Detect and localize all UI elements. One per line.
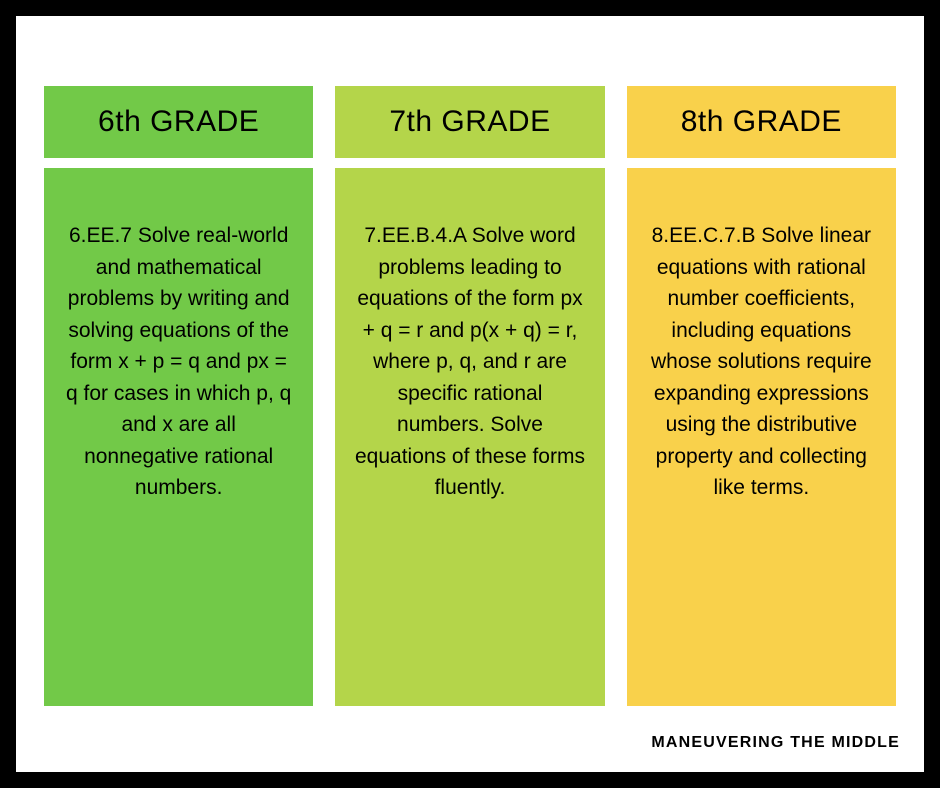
grade-header-8: 8th GRADE [627, 86, 896, 158]
grade-column-7: 7th GRADE 7.EE.B.4.A Solve word problems… [335, 86, 604, 706]
grade-body-8: 8.EE.C.7.B Solve linear equations with r… [627, 168, 896, 706]
grade-header-7: 7th GRADE [335, 86, 604, 158]
columns-container: 6th GRADE 6.EE.7 Solve real-world and ma… [44, 86, 896, 706]
grade-column-8: 8th GRADE 8.EE.C.7.B Solve linear equati… [627, 86, 896, 706]
grade-header-6: 6th GRADE [44, 86, 313, 158]
grade-body-7: 7.EE.B.4.A Solve word problems leading t… [335, 168, 604, 706]
page: 6th GRADE 6.EE.7 Solve real-world and ma… [16, 16, 924, 772]
footer-brand: MANEUVERING THE MIDDLE [651, 734, 900, 752]
grade-column-6: 6th GRADE 6.EE.7 Solve real-world and ma… [44, 86, 313, 706]
grade-body-6: 6.EE.7 Solve real-world and mathematical… [44, 168, 313, 706]
